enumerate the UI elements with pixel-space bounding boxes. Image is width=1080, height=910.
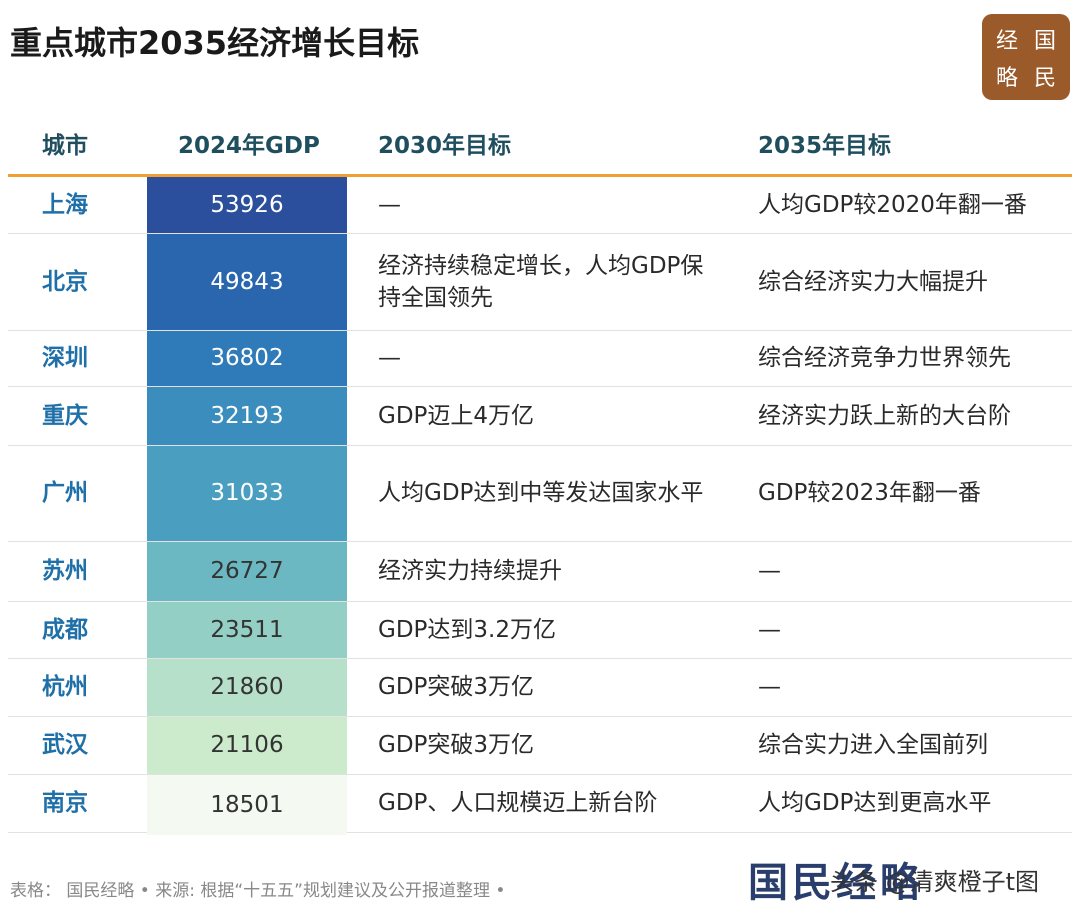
city-cell: 北京	[42, 268, 88, 295]
target-2030-cell: GDP达到3.2万亿	[378, 616, 556, 643]
gdp-cell: 31033	[147, 446, 347, 541]
gdp-cell: 53926	[147, 177, 347, 233]
logo-char: 民	[1033, 65, 1056, 91]
footer-source: 表格： 国民经略 • 来源: 根据“十五五”规划建议及公开报道整理 •	[10, 881, 506, 901]
city-cell: 重庆	[42, 402, 88, 429]
city-cell: 苏州	[42, 558, 88, 585]
table-row: 重庆 32193 GDP迈上4万亿 经济实力跃上新的大台阶	[8, 387, 1072, 446]
city-cell: 成都	[42, 616, 88, 643]
gdp-cell: 36802	[147, 331, 347, 386]
table-row: 上海 53926 — 人均GDP较2020年翻一番	[8, 177, 1072, 234]
target-2035-cell: 经济实力跃上新的大台阶	[758, 402, 1011, 429]
target-2030-cell: GDP突破3万亿	[378, 732, 535, 759]
table-row: 武汉 21106 GDP突破3万亿 综合实力进入全国前列	[8, 717, 1072, 775]
logo: 经 国 略 民	[982, 14, 1070, 100]
title: 重点城市2035经济增长目标	[10, 24, 420, 62]
city-cell: 深圳	[42, 345, 88, 372]
target-2035-cell: —	[758, 558, 781, 585]
logo-char: 经	[995, 28, 1018, 54]
column-header: 城市	[42, 133, 88, 159]
target-2030-cell: —	[378, 345, 401, 372]
gdp-cell: 21106	[147, 717, 347, 774]
brand-mark: 国民经略	[748, 859, 924, 906]
target-2030-cell: GDP突破3万亿	[378, 674, 535, 701]
table-row: 深圳 36802 — 综合经济竞争力世界领先	[8, 331, 1072, 387]
table-row: 北京 49843 经济持续稳定增长，人均GDP保持全国领先 综合经济实力大幅提升	[8, 234, 1072, 331]
target-2030-cell: GDP迈上4万亿	[378, 402, 535, 429]
watermark: 头条 @清爽橙子t图	[830, 868, 1040, 896]
table-row: 南京 18501 GDP、人口规模迈上新台阶 人均GDP达到更高水平	[8, 775, 1072, 835]
column-header: 2035年目标	[758, 133, 892, 159]
table-row: 苏州 26727 经济实力持续提升 —	[8, 542, 1072, 602]
column-header: 2030年目标	[378, 133, 512, 159]
city-cell: 南京	[42, 790, 88, 817]
target-2035-cell: GDP较2023年翻一番	[758, 480, 981, 507]
gdp-cell: 26727	[147, 542, 347, 601]
logo-char: 国	[1033, 28, 1056, 54]
gdp-cell: 18501	[147, 775, 347, 835]
target-2035-cell: 综合经济实力大幅提升	[758, 268, 988, 295]
target-2035-cell: 综合实力进入全国前列	[758, 732, 988, 759]
target-2035-cell: 人均GDP较2020年翻一番	[758, 191, 1027, 218]
table-row: 杭州 21860 GDP突破3万亿 —	[8, 659, 1072, 717]
target-2035-cell: 人均GDP达到更高水平	[758, 790, 992, 817]
gdp-cell: 49843	[147, 234, 347, 330]
target-2030-cell: 经济持续稳定增长，人均GDP保持全国领先	[378, 252, 704, 311]
city-cell: 武汉	[42, 732, 88, 759]
gdp-cell: 21860	[147, 659, 347, 716]
city-cell: 广州	[42, 480, 88, 507]
target-2035-cell: —	[758, 674, 781, 701]
gdp-cell: 23511	[147, 602, 347, 658]
target-2030-cell: —	[378, 191, 401, 218]
target-2035-cell: —	[758, 616, 781, 643]
target-2030-cell: GDP、人口规模迈上新台阶	[378, 790, 658, 817]
target-2030-cell: 经济实力持续提升	[378, 558, 562, 585]
city-cell: 杭州	[42, 674, 88, 701]
logo-char: 略	[995, 65, 1018, 91]
column-header: 2024年GDP	[178, 133, 320, 159]
header-rule	[8, 174, 1072, 177]
table-row: 广州 31033 人均GDP达到中等发达国家水平 GDP较2023年翻一番	[8, 446, 1072, 542]
table-row: 成都 23511 GDP达到3.2万亿 —	[8, 602, 1072, 659]
target-2035-cell: 综合经济竞争力世界领先	[758, 345, 1011, 372]
gdp-cell: 32193	[147, 387, 347, 445]
target-2030-cell: 人均GDP达到中等发达国家水平	[378, 480, 704, 507]
city-cell: 上海	[42, 191, 88, 218]
